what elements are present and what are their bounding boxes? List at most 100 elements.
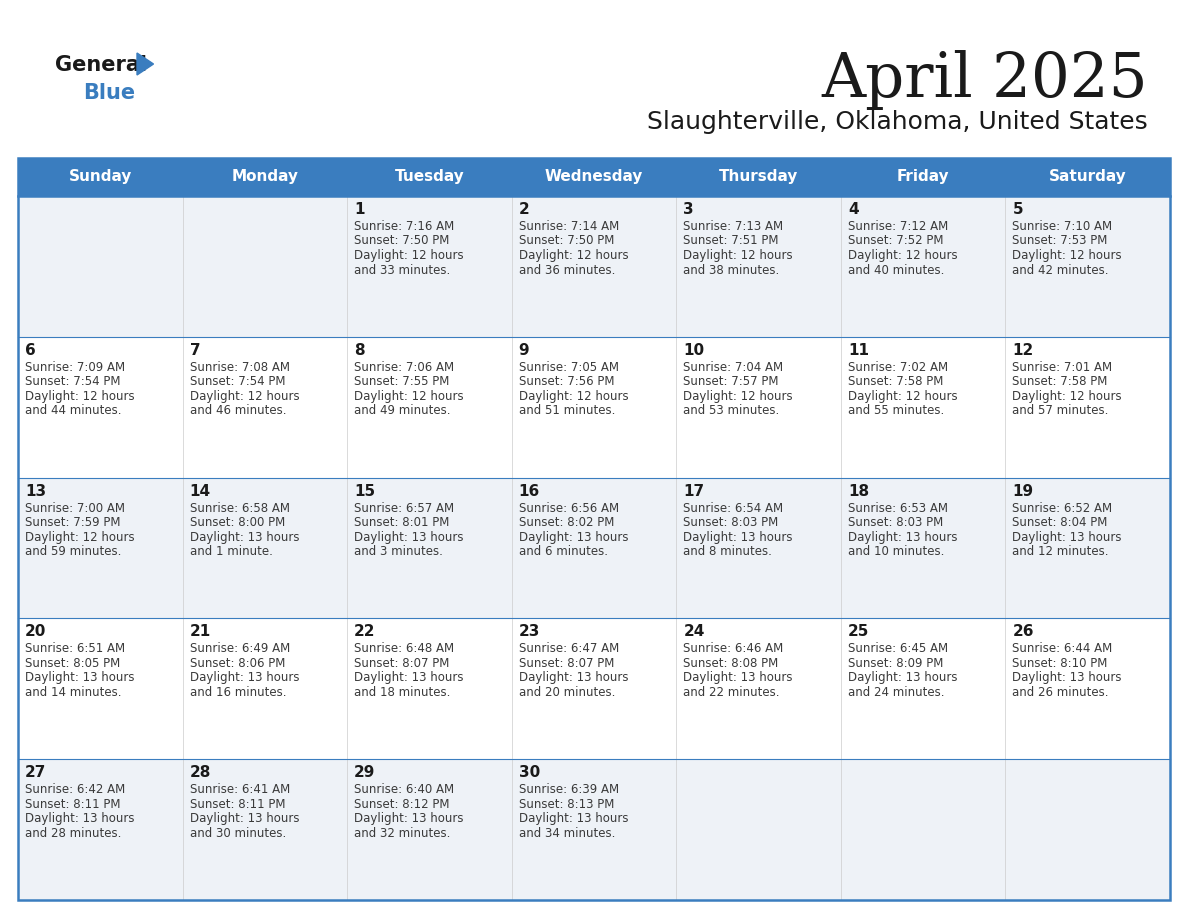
Text: Daylight: 13 hours: Daylight: 13 hours (683, 671, 792, 685)
Bar (1005, 158, 1170, 196)
Text: Daylight: 12 hours: Daylight: 12 hours (683, 390, 792, 403)
Text: and 30 minutes.: and 30 minutes. (190, 827, 286, 840)
Text: and 20 minutes.: and 20 minutes. (519, 686, 615, 699)
Text: and 57 minutes.: and 57 minutes. (1012, 404, 1108, 418)
Text: 1: 1 (354, 202, 365, 217)
Text: Sunrise: 7:10 AM: Sunrise: 7:10 AM (1012, 220, 1112, 233)
Text: Sunset: 7:59 PM: Sunset: 7:59 PM (25, 516, 120, 529)
Text: and 40 minutes.: and 40 minutes. (848, 263, 944, 276)
Text: and 3 minutes.: and 3 minutes. (354, 545, 443, 558)
Text: Sunrise: 7:08 AM: Sunrise: 7:08 AM (190, 361, 290, 374)
Text: and 34 minutes.: and 34 minutes. (519, 827, 615, 840)
Text: and 51 minutes.: and 51 minutes. (519, 404, 615, 418)
Text: Sunset: 7:54 PM: Sunset: 7:54 PM (25, 375, 120, 388)
Text: 12: 12 (1012, 342, 1034, 358)
Text: 3: 3 (683, 202, 694, 217)
Text: Daylight: 13 hours: Daylight: 13 hours (25, 812, 134, 825)
Text: Sunset: 8:10 PM: Sunset: 8:10 PM (1012, 657, 1107, 670)
Text: Daylight: 13 hours: Daylight: 13 hours (1012, 531, 1121, 543)
Text: Sunrise: 7:00 AM: Sunrise: 7:00 AM (25, 501, 125, 515)
Text: Sunset: 8:03 PM: Sunset: 8:03 PM (683, 516, 778, 529)
Bar (183, 158, 347, 196)
Text: Sunrise: 6:54 AM: Sunrise: 6:54 AM (683, 501, 783, 515)
Text: Sunset: 7:58 PM: Sunset: 7:58 PM (1012, 375, 1107, 388)
Text: Sunrise: 7:06 AM: Sunrise: 7:06 AM (354, 361, 454, 374)
Text: Friday: Friday (897, 170, 949, 185)
Text: Monday: Monday (232, 170, 298, 185)
Text: Sunset: 7:58 PM: Sunset: 7:58 PM (848, 375, 943, 388)
Text: Daylight: 13 hours: Daylight: 13 hours (190, 812, 299, 825)
Text: Sunrise: 6:58 AM: Sunrise: 6:58 AM (190, 501, 290, 515)
Text: Sunset: 8:04 PM: Sunset: 8:04 PM (1012, 516, 1107, 529)
Text: and 38 minutes.: and 38 minutes. (683, 263, 779, 276)
Text: Sunrise: 6:48 AM: Sunrise: 6:48 AM (354, 643, 454, 655)
Text: Daylight: 13 hours: Daylight: 13 hours (519, 812, 628, 825)
Text: 23: 23 (519, 624, 541, 640)
Text: Sunrise: 6:53 AM: Sunrise: 6:53 AM (848, 501, 948, 515)
Bar (18, 196, 1170, 337)
Text: Sunrise: 7:04 AM: Sunrise: 7:04 AM (683, 361, 783, 374)
Text: Daylight: 13 hours: Daylight: 13 hours (190, 531, 299, 543)
Text: and 36 minutes.: and 36 minutes. (519, 263, 615, 276)
Text: 9: 9 (519, 342, 530, 358)
Text: Sunset: 8:08 PM: Sunset: 8:08 PM (683, 657, 778, 670)
Text: April 2025: April 2025 (821, 50, 1148, 110)
Text: and 55 minutes.: and 55 minutes. (848, 404, 944, 418)
Text: 15: 15 (354, 484, 375, 498)
Text: and 6 minutes.: and 6 minutes. (519, 545, 608, 558)
Text: and 26 minutes.: and 26 minutes. (1012, 686, 1108, 699)
Text: Sunset: 8:13 PM: Sunset: 8:13 PM (519, 798, 614, 811)
Text: Daylight: 12 hours: Daylight: 12 hours (848, 249, 958, 262)
Text: Daylight: 13 hours: Daylight: 13 hours (848, 531, 958, 543)
Text: Sunset: 7:54 PM: Sunset: 7:54 PM (190, 375, 285, 388)
Text: 29: 29 (354, 766, 375, 780)
Text: Sunrise: 6:40 AM: Sunrise: 6:40 AM (354, 783, 454, 796)
Text: 14: 14 (190, 484, 210, 498)
Text: 2: 2 (519, 202, 530, 217)
Text: and 14 minutes.: and 14 minutes. (25, 686, 121, 699)
Text: 28: 28 (190, 766, 211, 780)
Text: Sunset: 8:12 PM: Sunset: 8:12 PM (354, 798, 449, 811)
Text: Sunrise: 7:16 AM: Sunrise: 7:16 AM (354, 220, 454, 233)
Text: Daylight: 12 hours: Daylight: 12 hours (1012, 390, 1121, 403)
Text: Daylight: 12 hours: Daylight: 12 hours (354, 249, 463, 262)
Text: Wednesday: Wednesday (545, 170, 643, 185)
Text: Tuesday: Tuesday (394, 170, 465, 185)
Text: and 12 minutes.: and 12 minutes. (1012, 545, 1108, 558)
Text: Sunset: 7:51 PM: Sunset: 7:51 PM (683, 234, 779, 248)
Text: and 42 minutes.: and 42 minutes. (1012, 263, 1108, 276)
Bar (18, 158, 183, 196)
Text: Sunrise: 7:01 AM: Sunrise: 7:01 AM (1012, 361, 1112, 374)
Text: Daylight: 13 hours: Daylight: 13 hours (354, 812, 463, 825)
Text: Daylight: 12 hours: Daylight: 12 hours (519, 249, 628, 262)
Bar (676, 158, 841, 196)
Text: 11: 11 (848, 342, 868, 358)
Text: Sunrise: 6:49 AM: Sunrise: 6:49 AM (190, 643, 290, 655)
Text: Sunday: Sunday (69, 170, 132, 185)
Text: 27: 27 (25, 766, 46, 780)
Text: Slaughterville, Oklahoma, United States: Slaughterville, Oklahoma, United States (647, 110, 1148, 134)
Text: Daylight: 13 hours: Daylight: 13 hours (354, 531, 463, 543)
Bar (18, 477, 1170, 619)
Text: Daylight: 12 hours: Daylight: 12 hours (354, 390, 463, 403)
Text: Sunset: 7:56 PM: Sunset: 7:56 PM (519, 375, 614, 388)
Text: Daylight: 13 hours: Daylight: 13 hours (354, 671, 463, 685)
Text: and 24 minutes.: and 24 minutes. (848, 686, 944, 699)
Text: Sunrise: 7:05 AM: Sunrise: 7:05 AM (519, 361, 619, 374)
Bar (347, 158, 512, 196)
Text: Sunset: 8:06 PM: Sunset: 8:06 PM (190, 657, 285, 670)
Text: Sunset: 7:57 PM: Sunset: 7:57 PM (683, 375, 779, 388)
Bar (512, 158, 676, 196)
Bar (18, 337, 1170, 477)
Text: Daylight: 12 hours: Daylight: 12 hours (848, 390, 958, 403)
Text: and 22 minutes.: and 22 minutes. (683, 686, 779, 699)
Text: 24: 24 (683, 624, 704, 640)
Text: Daylight: 13 hours: Daylight: 13 hours (683, 531, 792, 543)
Text: 20: 20 (25, 624, 46, 640)
Bar (18, 759, 1170, 900)
Text: 16: 16 (519, 484, 541, 498)
Text: 26: 26 (1012, 624, 1034, 640)
Text: Daylight: 13 hours: Daylight: 13 hours (848, 671, 958, 685)
Text: Sunset: 8:07 PM: Sunset: 8:07 PM (354, 657, 449, 670)
Text: Sunrise: 6:44 AM: Sunrise: 6:44 AM (1012, 643, 1113, 655)
